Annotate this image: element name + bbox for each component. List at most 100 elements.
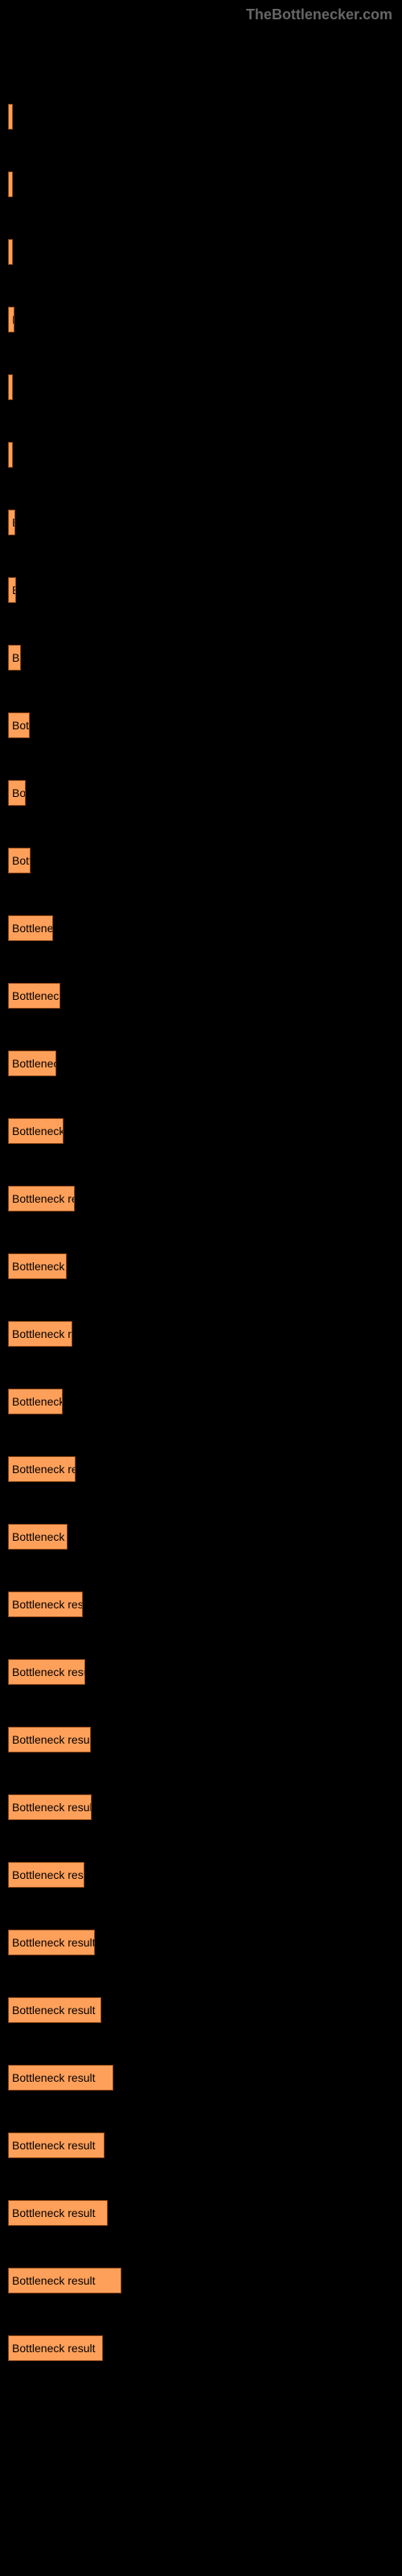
bar-label: Bottleneck result (12, 2342, 96, 2355)
bar (8, 442, 13, 468)
bar: Bottleneck resul (8, 1321, 72, 1347)
bar-row (8, 374, 394, 400)
bar-row: Bottleneck res (8, 1253, 394, 1279)
bar-row (8, 104, 394, 130)
bar-row: Bottleneck re (8, 1389, 394, 1414)
bar-row: B (8, 510, 394, 535)
bar-row: Bottleneck re (8, 983, 394, 1009)
bar-label: Bottlenec (12, 922, 53, 935)
bar: Bottleneck re (8, 983, 60, 1009)
bar-row: Bottleneck result (8, 2132, 394, 2158)
bar-label: Bottleneck re (12, 1395, 63, 1408)
bar: Bottleneck result (8, 1659, 85, 1685)
bar-label: B (12, 584, 16, 597)
bar-row (8, 239, 394, 265)
bar-label: Bottleneck result (12, 2004, 96, 2017)
bar-label: Bottleneck result (12, 2207, 96, 2219)
bar: Bottleneck result (8, 1930, 95, 1955)
bar-label: Bottleneck result (12, 2274, 96, 2287)
bar-row: Bottleneck result (8, 1997, 394, 2023)
bar-row: Bottleneck result (8, 1727, 394, 1752)
bar-row: Bottleneck res (8, 1118, 394, 1144)
bar: Bottleneck result (8, 1456, 76, 1482)
bar (8, 239, 13, 265)
bar-label: Bottleneck re (12, 989, 60, 1002)
bar (8, 374, 13, 400)
bar: Bottlenec (8, 915, 53, 941)
bar-row: Bottleneck result (8, 1930, 394, 1955)
bar: Bottleneck result (8, 2268, 121, 2293)
bar: Bottleneck result (8, 2200, 108, 2226)
bar-row: Bo (8, 645, 394, 671)
bar-row: Bottleneck resul (8, 1321, 394, 1347)
bar-label: B (12, 313, 14, 326)
bar-row: Bottlenec (8, 915, 394, 941)
bar-row: Bottleneck result (8, 2065, 394, 2091)
bar: Bottleneck res (8, 1118, 64, 1144)
bar-label: Bottleneck result (12, 1666, 85, 1678)
watermark: TheBottlenecker.com (0, 0, 402, 23)
bar: Bottleneck result (8, 1862, 84, 1888)
bar: Bottleneck re (8, 1389, 63, 1414)
bar: B (8, 307, 14, 332)
bar-label: Bottleneck result (12, 2139, 96, 2152)
bar: Bo (8, 645, 21, 671)
bar-row: Bot (8, 780, 394, 806)
bar-row: Bottleneck (8, 1051, 394, 1076)
bar-label: Bottleneck resul (12, 1327, 72, 1340)
bar-label: Bottleneck result (12, 1733, 91, 1746)
bar: Bottleneck result (8, 2132, 105, 2158)
bar-label: Bottleneck (12, 1057, 56, 1070)
watermark-text: TheBottlenecker.com (246, 6, 392, 23)
bar-label: Bott (12, 719, 30, 732)
bar (8, 171, 13, 197)
bar-label: Bottleneck result (12, 1936, 95, 1949)
bar: Bott (8, 712, 30, 738)
bar-row: Bottleneck result (8, 2335, 394, 2361)
bar-row: Bott (8, 848, 394, 873)
bar: Bottleneck result (8, 1186, 75, 1212)
bar: Bottleneck res (8, 1253, 67, 1279)
bar: Bottleneck (8, 1051, 56, 1076)
bar-label: Bottleneck res (12, 1260, 67, 1273)
bar-row (8, 171, 394, 197)
bar-row: Bott (8, 712, 394, 738)
bar-row: B (8, 577, 394, 603)
bar: Bottleneck result (8, 1727, 91, 1752)
bar-row: Bottleneck res (8, 1524, 394, 1550)
bar-row: Bottleneck result (8, 1186, 394, 1212)
bar-label: Bottleneck result (12, 2071, 96, 2084)
bar-chart: B B B Bo Bott Bot Bott Bottlenec Bottleneck re Bo… (0, 23, 402, 2419)
bar-row: Bottleneck result (8, 1794, 394, 1820)
bar-label: Bot (12, 786, 26, 799)
bar-row: Bottleneck result (8, 1456, 394, 1482)
bar-label: Bottleneck res (12, 1125, 64, 1137)
bar: Bot (8, 780, 26, 806)
bar-label: Bottleneck res (12, 1530, 68, 1543)
bar-row: B (8, 307, 394, 332)
bar-label: Bo (12, 651, 21, 664)
bar-label: Bottleneck result (12, 1801, 92, 1814)
bar (8, 104, 13, 130)
bar: Bottleneck result (8, 2065, 113, 2091)
bar-row: Bottleneck result (8, 2268, 394, 2293)
bar-label: Bottleneck result (12, 1463, 76, 1476)
bar: Bottleneck result (8, 1591, 83, 1617)
bar: Bottleneck res (8, 1524, 68, 1550)
bar-row: Bottleneck result (8, 1862, 394, 1888)
bar-row: Bottleneck result (8, 1591, 394, 1617)
bar: B (8, 510, 15, 535)
bar-label: B (12, 516, 15, 529)
bar: B (8, 577, 16, 603)
bar: Bottleneck result (8, 1997, 101, 2023)
bar-label: Bottleneck result (12, 1598, 83, 1611)
bar-label: Bottleneck result (12, 1868, 84, 1881)
bar: Bott (8, 848, 31, 873)
bar-row: Bottleneck result (8, 2200, 394, 2226)
bar: Bottleneck result (8, 1794, 92, 1820)
bar: Bottleneck result (8, 2335, 103, 2361)
bar-row (8, 442, 394, 468)
bar-label: Bott (12, 854, 31, 867)
bar-row: Bottleneck result (8, 1659, 394, 1685)
bar-label: Bottleneck result (12, 1192, 75, 1205)
